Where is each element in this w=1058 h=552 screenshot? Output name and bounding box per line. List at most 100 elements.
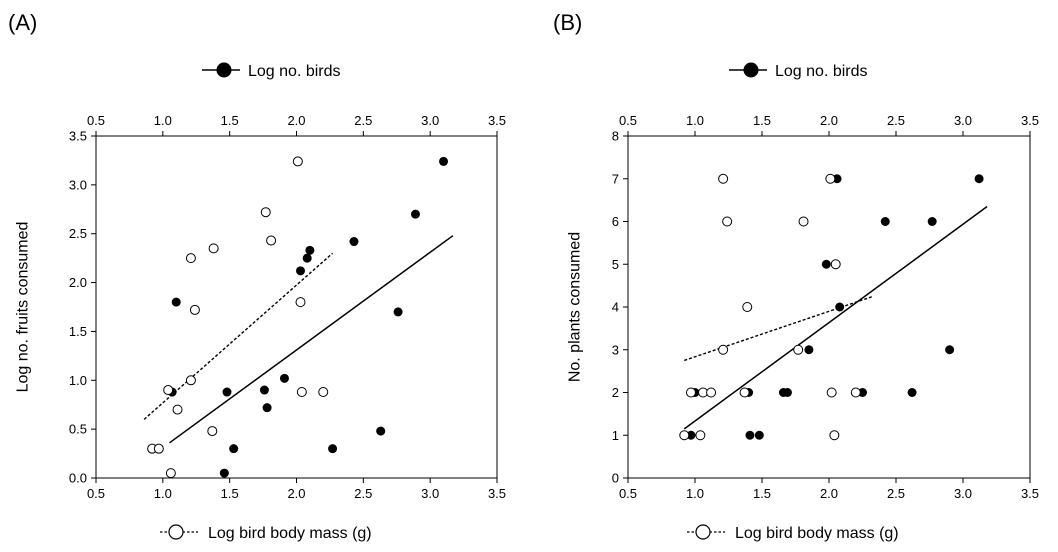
data-point-open	[165, 468, 176, 479]
data-point-filled	[439, 156, 449, 166]
y-axis-title: Log no. fruits consumed	[15, 222, 32, 393]
x-tick-label-top: 3.0	[421, 113, 439, 128]
y-tick-label: 0.0	[69, 471, 87, 486]
legend-label-bottom: Log bird body mass (g)	[735, 525, 899, 542]
series-birds	[683, 174, 988, 440]
data-point-filled	[410, 209, 420, 219]
y-tick-label: 3.0	[69, 177, 87, 192]
data-point-open	[189, 304, 200, 315]
x-tick-label-bottom: 3.5	[488, 486, 506, 501]
legend-label-top: Log no. birds	[775, 63, 868, 80]
data-point-open	[163, 385, 174, 396]
legend-marker-filled	[216, 62, 232, 78]
legend-marker-open	[695, 524, 711, 540]
y-tick-label: 2	[612, 385, 619, 400]
data-point-open	[742, 302, 753, 312]
data-point-filled	[782, 388, 792, 397]
data-point-filled	[219, 468, 229, 478]
y-tick-label: 1	[612, 428, 619, 443]
data-point-open	[207, 426, 218, 437]
y-tick-label: 6	[612, 214, 619, 229]
data-point-open	[318, 387, 329, 398]
x-tick-label-top: 2.0	[820, 113, 838, 128]
panel-a: (A)0.5 1.0 1.5 2.0 2.5 3.0 3.50.5 1.0 1.5 2.0 2.5 3…	[8, 10, 506, 542]
legend-bottom: Log bird body mass (g)	[687, 524, 899, 542]
y-tick-label: 0	[612, 471, 619, 486]
data-point-filled	[907, 388, 917, 397]
x-tick-label-top: 2.0	[287, 113, 305, 128]
data-point-open	[185, 375, 196, 386]
data-point-open	[172, 404, 183, 415]
data-point-open	[722, 216, 733, 227]
y-tick-label: 1.5	[69, 324, 87, 339]
data-point-open	[825, 173, 836, 184]
data-point-filled	[393, 307, 403, 317]
data-point-open	[685, 387, 696, 398]
legend-top: Log no. birds	[729, 62, 868, 80]
x-tick-label-bottom: 2.0	[287, 486, 305, 501]
data-point-filled	[821, 259, 831, 269]
x-tick-label-bottom: 1.5	[221, 486, 239, 501]
data-point-open	[739, 387, 750, 398]
x-tick-label-top: 1.5	[221, 113, 239, 128]
x-tick-label-top: 3.0	[954, 113, 972, 128]
y-tick-label: 3	[612, 342, 619, 357]
data-point-open	[260, 207, 271, 218]
x-tick-label-top: 2.5	[354, 113, 372, 128]
legend-label-bottom: Log bird body mass (g)	[208, 525, 372, 542]
data-point-filled	[974, 174, 984, 184]
data-point-open	[292, 156, 303, 167]
plot-frame	[95, 135, 498, 479]
series-body-mass	[143, 156, 334, 479]
data-point-open	[826, 387, 837, 398]
x-tick-label-bottom: 3.0	[954, 486, 972, 501]
x-tick-label-top: 0.5	[619, 113, 637, 128]
x-tick-label-bottom: 0.5	[619, 486, 637, 501]
y-tick-label: 3.5	[69, 129, 87, 144]
data-point-open	[706, 387, 717, 398]
y-tick-label: 4	[612, 300, 619, 315]
y-tick-label: 8	[612, 129, 619, 144]
data-point-open	[850, 387, 861, 398]
data-point-filled	[259, 385, 269, 395]
series-birds	[167, 156, 454, 478]
data-point-filled	[927, 217, 937, 226]
x-tick-label-bottom: 0.5	[87, 486, 105, 501]
x-tick-label-top: 3.5	[488, 113, 506, 128]
data-point-filled	[880, 217, 890, 226]
data-point-open	[153, 443, 164, 454]
fit-line-dashed	[143, 252, 334, 420]
panel-label: (B)	[553, 10, 582, 35]
data-point-filled	[279, 373, 289, 383]
data-point-open	[830, 259, 841, 270]
y-tick-label: 1.0	[69, 373, 87, 388]
fit-line-dashed	[684, 295, 874, 362]
data-point-filled	[296, 266, 306, 276]
data-point-filled	[229, 444, 239, 454]
data-point-open	[718, 344, 729, 355]
data-point-open	[793, 344, 804, 355]
data-point-filled	[262, 403, 272, 413]
x-tick-label-bottom: 1.0	[154, 486, 172, 501]
fit-line-solid	[683, 205, 988, 430]
data-point-filled	[754, 430, 764, 440]
x-tick-label-bottom: 2.5	[887, 486, 905, 501]
data-point-open	[718, 173, 729, 184]
panel-b: (B) 0.5 1.0 1.5 2.0 2.5 3.0 3.5 0.5 1.0 1.5 2.0 2.5 3…	[553, 10, 1039, 542]
data-point-filled	[945, 345, 955, 355]
data-point-filled	[328, 444, 338, 454]
data-point-filled	[222, 387, 232, 397]
data-point-filled	[804, 345, 814, 355]
y-tick-label: 2.0	[69, 275, 87, 290]
x-tick-label-top: 1.0	[154, 113, 172, 128]
x-tick-label-top: 1.0	[686, 113, 704, 128]
data-point-open	[798, 216, 809, 227]
y-tick-label: 7	[612, 171, 619, 186]
data-point-filled	[305, 245, 315, 255]
data-point-filled	[835, 302, 845, 312]
y-tick-label: 5	[612, 257, 619, 272]
x-tick-label-top: 2.5	[887, 113, 905, 128]
x-tick-label-bottom: 2.5	[354, 486, 372, 501]
x-tick-label-bottom: 3.5	[1021, 486, 1039, 501]
